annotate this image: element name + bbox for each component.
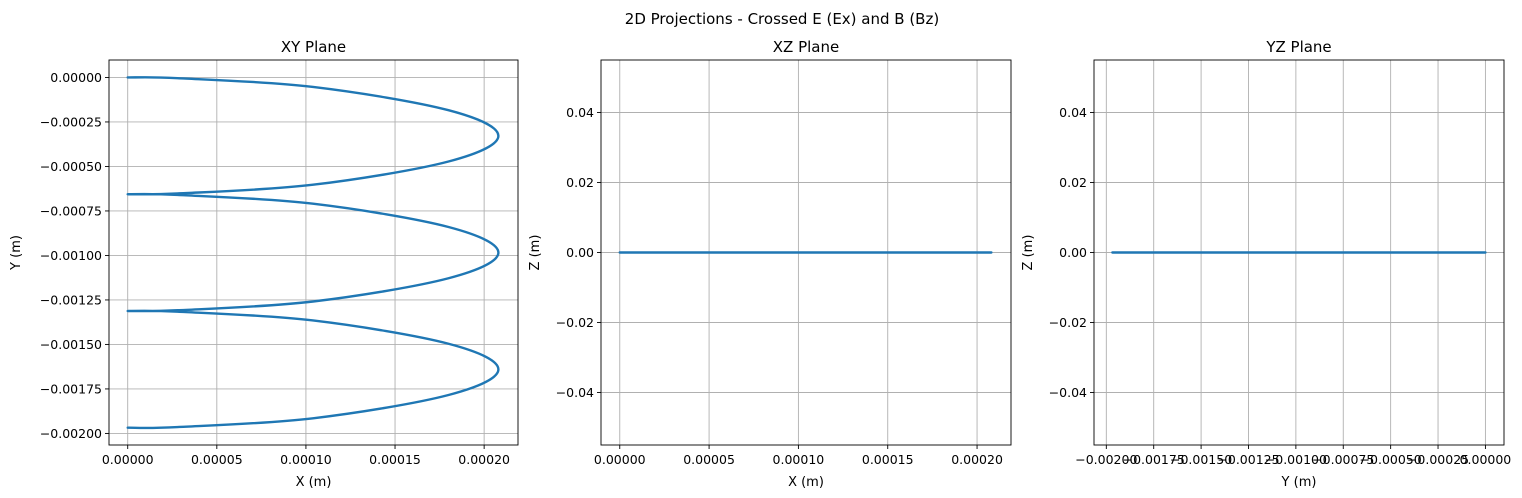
xy-axes-frame [108, 59, 519, 446]
yz-ytick-label: −0.02 [1049, 315, 1087, 330]
xy-title: XY Plane [281, 38, 346, 56]
xy-xtick-label: 0.00010 [280, 452, 332, 467]
yz-ytick-label: 0.02 [1059, 175, 1087, 190]
xy-ytick-label: −0.00100 [40, 248, 102, 263]
xy-ytick-label: −0.00175 [40, 381, 102, 396]
yz-xtick-label: −0.00025 [1407, 452, 1469, 467]
yz-xtick-label: −0.00125 [1217, 452, 1279, 467]
xz-xtick-label: 0.00000 [594, 452, 646, 467]
yz-title: YZ Plane [1265, 38, 1331, 56]
yz-xtick-label: −0.00050 [1360, 452, 1422, 467]
xz-ytick-label: −0.04 [556, 385, 594, 400]
yz-xtick-label: −0.00200 [1075, 452, 1137, 467]
xz-ytick-label: 0.04 [566, 105, 594, 120]
xz-xtick-label: 0.00020 [951, 452, 1003, 467]
xy-series-line [126, 76, 500, 430]
xz-xtick-label: 0.00005 [683, 452, 735, 467]
yz-ytick-label: −0.04 [1049, 385, 1087, 400]
xy-ytick-label: −0.00025 [40, 114, 102, 129]
xy-ytick-label: −0.00075 [40, 203, 102, 218]
yz-xtick-label: −0.00100 [1265, 452, 1327, 467]
yz-ytick-label: 0.04 [1059, 105, 1087, 120]
xz-xlabel: X (m) [788, 475, 824, 490]
yz-xtick-label: −0.00075 [1312, 452, 1374, 467]
xy-ylabel: Y (m) [9, 235, 24, 271]
yz-panel: −0.00200−0.00175−0.00150−0.00125−0.00100… [1021, 38, 1511, 490]
xy-xtick-label: 0.00000 [102, 452, 154, 467]
figure-suptitle: 2D Projections - Crossed E (Ex) and B (B… [625, 10, 939, 28]
xy-xtick-label: 0.00005 [191, 452, 243, 467]
xz-xtick-label: 0.00015 [862, 452, 914, 467]
xy-ytick-label: 0.00000 [50, 70, 102, 85]
xy-xtick-label: 0.00015 [369, 452, 421, 467]
xy-panel: 0.00000 0.00005 0.00010 0.00015 0.00020 0.000… [9, 38, 519, 490]
yz-ytick-label: 0.00 [1059, 245, 1087, 260]
xy-ytick-label: −0.00125 [40, 292, 102, 307]
xz-ytick-label: 0.00 [566, 245, 594, 260]
xy-ytick-label: −0.00050 [40, 159, 102, 174]
xy-xtick-label: 0.00020 [458, 452, 510, 467]
xy-ytick-label: −0.00150 [40, 337, 102, 352]
xy-ytick-label: −0.00200 [40, 426, 102, 441]
yz-xtick-label: 0.00000 [1460, 452, 1512, 467]
yz-ylabel: Z (m) [1021, 235, 1036, 271]
xz-ylabel: Z (m) [528, 235, 543, 271]
xz-ytick-label: 0.02 [566, 175, 594, 190]
yz-xtick-label: −0.00150 [1170, 452, 1232, 467]
yz-xlabel: Y (m) [1281, 475, 1317, 490]
yz-xtick-label: −0.00175 [1123, 452, 1185, 467]
xy-xlabel: X (m) [296, 475, 332, 490]
xz-xtick-label: 0.00010 [773, 452, 825, 467]
xz-panel: 0.00000 0.00005 0.00010 0.00015 0.00020 0.04 0… [528, 38, 1012, 490]
xz-ytick-label: −0.02 [556, 315, 594, 330]
xz-title: XZ Plane [773, 38, 839, 56]
